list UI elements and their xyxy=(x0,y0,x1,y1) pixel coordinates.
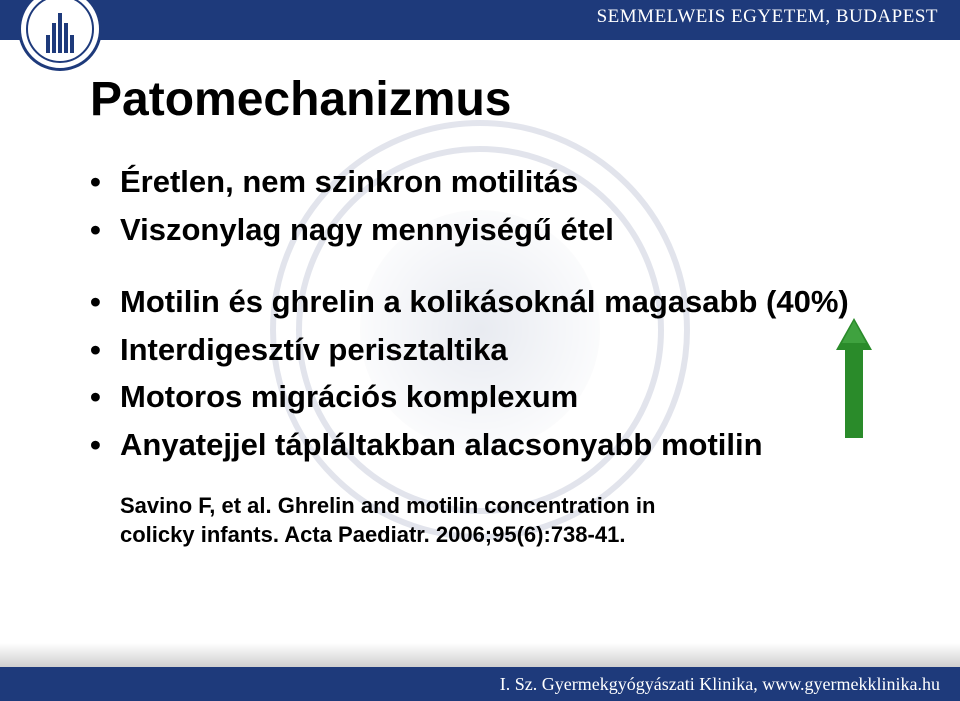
bullet-item: Anyatejjel tápláltakban alacsonyabb moti… xyxy=(90,424,910,466)
header: SEMMELWEIS EGYETEM, BUDAPEST xyxy=(0,0,960,52)
university-name: SEMMELWEIS EGYETEM, BUDAPEST xyxy=(597,6,938,28)
up-arrow-icon xyxy=(836,318,872,438)
reference-citation: Savino F, et al. Ghrelin and motilin con… xyxy=(90,492,910,549)
bullet-item: Motoros migrációs komplexum xyxy=(90,376,910,418)
footer-bar: I. Sz. Gyermekgyógyászati Klinika, www.g… xyxy=(0,667,960,701)
footer: I. Sz. Gyermekgyógyászati Klinika, www.g… xyxy=(0,659,960,701)
bullet-item: Motilin és ghrelin a kolikásoknál magasa… xyxy=(90,281,910,323)
slide: SEMMELWEIS EGYETEM, BUDAPEST Patomechani… xyxy=(0,0,960,701)
footer-text: I. Sz. Gyermekgyógyászati Klinika, www.g… xyxy=(500,674,940,695)
bullet-item: Éretlen, nem szinkron motilitás xyxy=(90,161,910,203)
bullet-item: Interdigesztív perisztaltika xyxy=(90,329,910,371)
bullet-list: Motilin és ghrelin a kolikásoknál magasa… xyxy=(90,281,910,466)
slide-title: Patomechanizmus xyxy=(90,72,910,127)
content-area: Patomechanizmus Éretlen, nem szinkron mo… xyxy=(90,72,910,549)
footer-gradient xyxy=(0,643,960,667)
bullet-item: Viszonylag nagy mennyiségű étel xyxy=(90,209,910,251)
university-crest-icon xyxy=(18,0,102,71)
bullet-list: Éretlen, nem szinkron motilitás Viszonyl… xyxy=(90,161,910,251)
